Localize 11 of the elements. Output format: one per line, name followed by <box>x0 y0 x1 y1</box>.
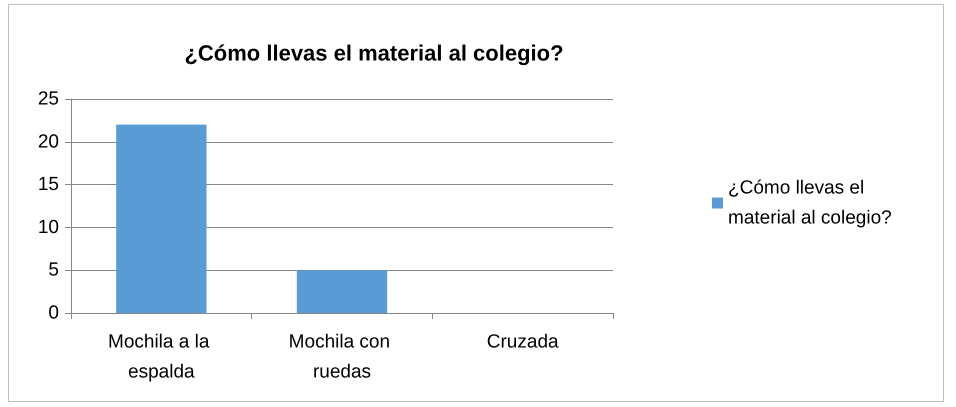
x-tick-label: Cruzada <box>486 332 559 352</box>
y-tick-label: 20 <box>38 131 59 152</box>
y-tick-label: 25 <box>38 88 59 110</box>
y-tick-label: 10 <box>38 216 59 238</box>
y-tick-label: 15 <box>38 174 59 196</box>
y-tick-label: 5 <box>48 260 59 281</box>
x-tick-label: Mochila a la espalda <box>108 332 215 382</box>
chart-title: ¿Cómo llevas el material al colegio? <box>184 40 564 66</box>
y-tick-label: 0 <box>48 302 59 324</box>
x-tick-label: Mochila con ruedas <box>288 332 396 382</box>
legend-label: ¿Cómo llevas el material al colegio? <box>728 178 892 228</box>
